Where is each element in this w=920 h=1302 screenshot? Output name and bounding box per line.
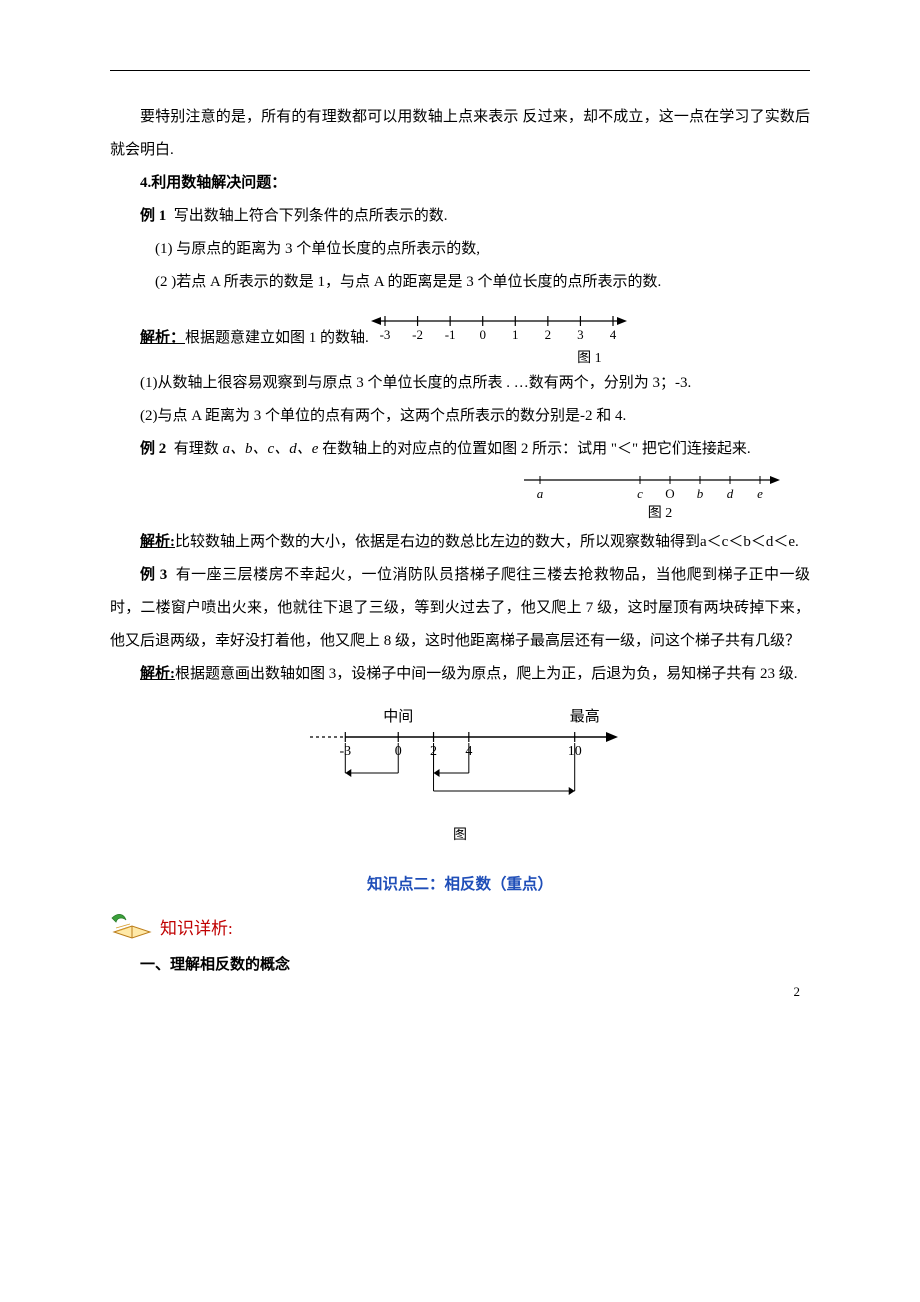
kp2-sub1: 一、理解相反数的概念: [110, 949, 810, 982]
ex1-q2: (2 )若点 A 所表示的数是 1，与点 A 的距离是是 3 个单位长度的点所表…: [110, 266, 810, 299]
fig1-block: -3 -2 -1 0 1 2 3 4 图 1: [369, 309, 810, 367]
ex1-a2: (2)与点 A 距离为 3 个单位的点有两个，这两个点所表示的数分别是-2 和 …: [110, 400, 810, 433]
svg-text:b: b: [697, 486, 704, 500]
fig2-block: a c Ob d e 图 2: [510, 470, 810, 522]
ex2-stem-post: 在数轴上的对应点的位置如图 2 所示：试用 "＜" 把它们连接起来.: [318, 441, 750, 457]
ex3-stem: 有一座三层楼房不幸起火，一位消防队员搭梯子爬往三楼去抢救物品，当他爬到梯子正中一…: [110, 567, 810, 649]
fig1-caption: 图 1: [369, 347, 810, 367]
svg-text:最高: 最高: [570, 708, 600, 725]
fig2-numberline: a c Ob d e: [510, 470, 790, 500]
ex3-stem-line: 例 3 有一座三层楼房不幸起火，一位消防队员搭梯子爬往三楼去抢救物品，当他爬到梯…: [110, 559, 810, 658]
knowledge-detail-label: 知识详析:: [160, 919, 233, 938]
ex1-q1: (1) 与原点的距离为 3 个单位长度的点所表示的数,: [110, 233, 810, 266]
svg-text:-2: -2: [412, 327, 423, 342]
svg-text:O: O: [665, 486, 674, 500]
page-container: 要特别注意的是，所有的有理数都可以用数轴上点来表示 反过来，却不成立，这一点在学…: [0, 0, 920, 1022]
ex1-label: 例 1: [140, 208, 166, 224]
svg-text:d: d: [727, 486, 734, 500]
ex2-analysis: 解析:比较数轴上两个数的大小，依据是右边的数总比左边的数大，所以观察数轴得到a＜…: [110, 526, 810, 559]
ex1-analysis-label: 解析：: [140, 330, 185, 346]
ex2-analysis-label: 解析:: [140, 534, 175, 550]
svg-text:-3: -3: [379, 327, 390, 342]
fig1-numberline: -3 -2 -1 0 1 2 3 4: [369, 309, 629, 345]
ex2-stem-line: 例 2 有理数 a、b、c、d、e 在数轴上的对应点的位置如图 2 所示：试用 …: [110, 433, 810, 466]
ex2-stem-pre: 有理数: [174, 441, 223, 457]
svg-text:e: e: [757, 486, 763, 500]
ex3-label: 例 3: [140, 567, 167, 583]
ex2-label: 例 2: [140, 441, 166, 457]
ex1-stem: 写出数轴上符合下列条件的点所表示的数.: [174, 208, 448, 224]
fig2-row: a c Ob d e 图 2: [110, 470, 810, 522]
svg-text:1: 1: [512, 327, 519, 342]
intro-note: 要特别注意的是，所有的有理数都可以用数轴上点来表示 反过来，却不成立，这一点在学…: [110, 101, 810, 167]
fig3-diagram: -302410中间最高: [280, 697, 640, 817]
fig3-caption: 图: [110, 824, 810, 844]
book-icon: [110, 908, 156, 945]
top-rule: [110, 70, 810, 71]
svg-text:3: 3: [577, 327, 584, 342]
ex3-analysis-label: 解析:: [140, 666, 175, 682]
svg-text:2: 2: [544, 327, 551, 342]
svg-text:4: 4: [610, 327, 617, 342]
kp2-heading: 知识点二：相反数（重点）: [110, 872, 810, 894]
page-number: 2: [794, 984, 801, 1000]
ex2-vars: a、b、c、d、e: [223, 441, 319, 457]
svg-text:a: a: [537, 486, 544, 500]
ex3-analysis: 解析:根据题意画出数轴如图 3，设梯子中间一级为原点，爬上为正，后退为负，易知梯…: [110, 658, 810, 691]
ex1-stem-line: 例 1 写出数轴上符合下列条件的点所表示的数.: [110, 200, 810, 233]
fig2-caption: 图 2: [510, 502, 810, 522]
svg-text:0: 0: [479, 327, 486, 342]
ex1-analysis-lead-wrap: 解析：根据题意建立如图 1 的数轴.: [110, 322, 369, 355]
section4-title: 4.利用数轴解决问题：: [110, 167, 810, 200]
ex3-analysis-body: 根据题意画出数轴如图 3，设梯子中间一级为原点，爬上为正，后退为负，易知梯子共有…: [175, 666, 798, 682]
ex1-analysis-lead: 根据题意建立如图 1 的数轴.: [185, 330, 369, 346]
fig3-block: -302410中间最高 图: [110, 697, 810, 844]
knowledge-detail-row: 知识详析:: [110, 908, 810, 945]
svg-text:中间: 中间: [383, 708, 413, 725]
svg-text:-1: -1: [445, 327, 456, 342]
ex1-a1: (1)从数轴上很容易观察到与原点 3 个单位长度的点所表 . …数有两个，分别为…: [110, 367, 810, 400]
ex1-analysis-row: 解析：根据题意建立如图 1 的数轴. -3 -2 -1 0 1 2 3 4 图 1: [110, 309, 810, 367]
svg-text:c: c: [637, 486, 643, 500]
ex2-analysis-body: 比较数轴上两个数的大小，依据是右边的数总比左边的数大，所以观察数轴得到a＜c＜b…: [175, 534, 799, 550]
